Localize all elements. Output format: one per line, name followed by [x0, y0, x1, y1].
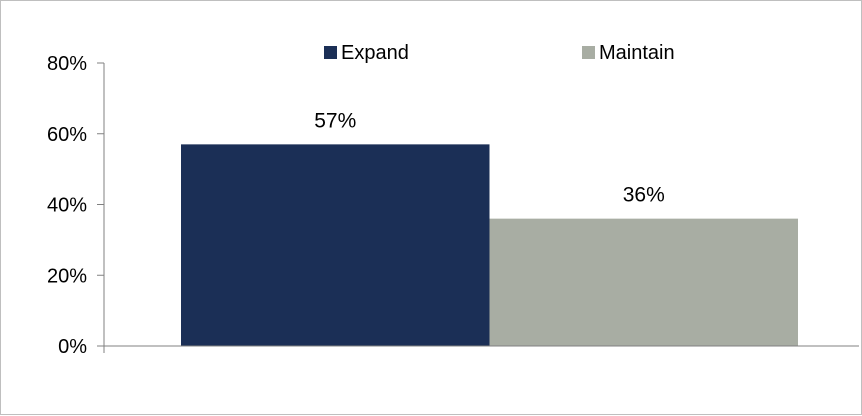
legend-label-maintain: Maintain	[599, 42, 675, 64]
data-label-expand: 57%	[314, 109, 356, 132]
y-tick-label: 60%	[47, 124, 87, 146]
y-tick-label: 0%	[58, 336, 87, 358]
legend-swatch-expand	[324, 46, 337, 59]
y-tick-label: 40%	[47, 195, 87, 217]
bars	[181, 144, 798, 346]
legend-label-expand: Expand	[341, 42, 409, 64]
axes: 0% 20% 40% 60% 80%	[47, 53, 859, 358]
bar-expand	[181, 144, 490, 346]
data-label-maintain: 36%	[623, 184, 665, 207]
data-labels: 57% 36%	[314, 109, 665, 206]
legend-swatch-maintain	[582, 46, 595, 59]
y-tick-label: 20%	[47, 265, 87, 287]
y-tick-label: 80%	[47, 53, 87, 75]
legend: Expand Maintain	[324, 42, 675, 64]
bar-maintain	[489, 218, 798, 346]
